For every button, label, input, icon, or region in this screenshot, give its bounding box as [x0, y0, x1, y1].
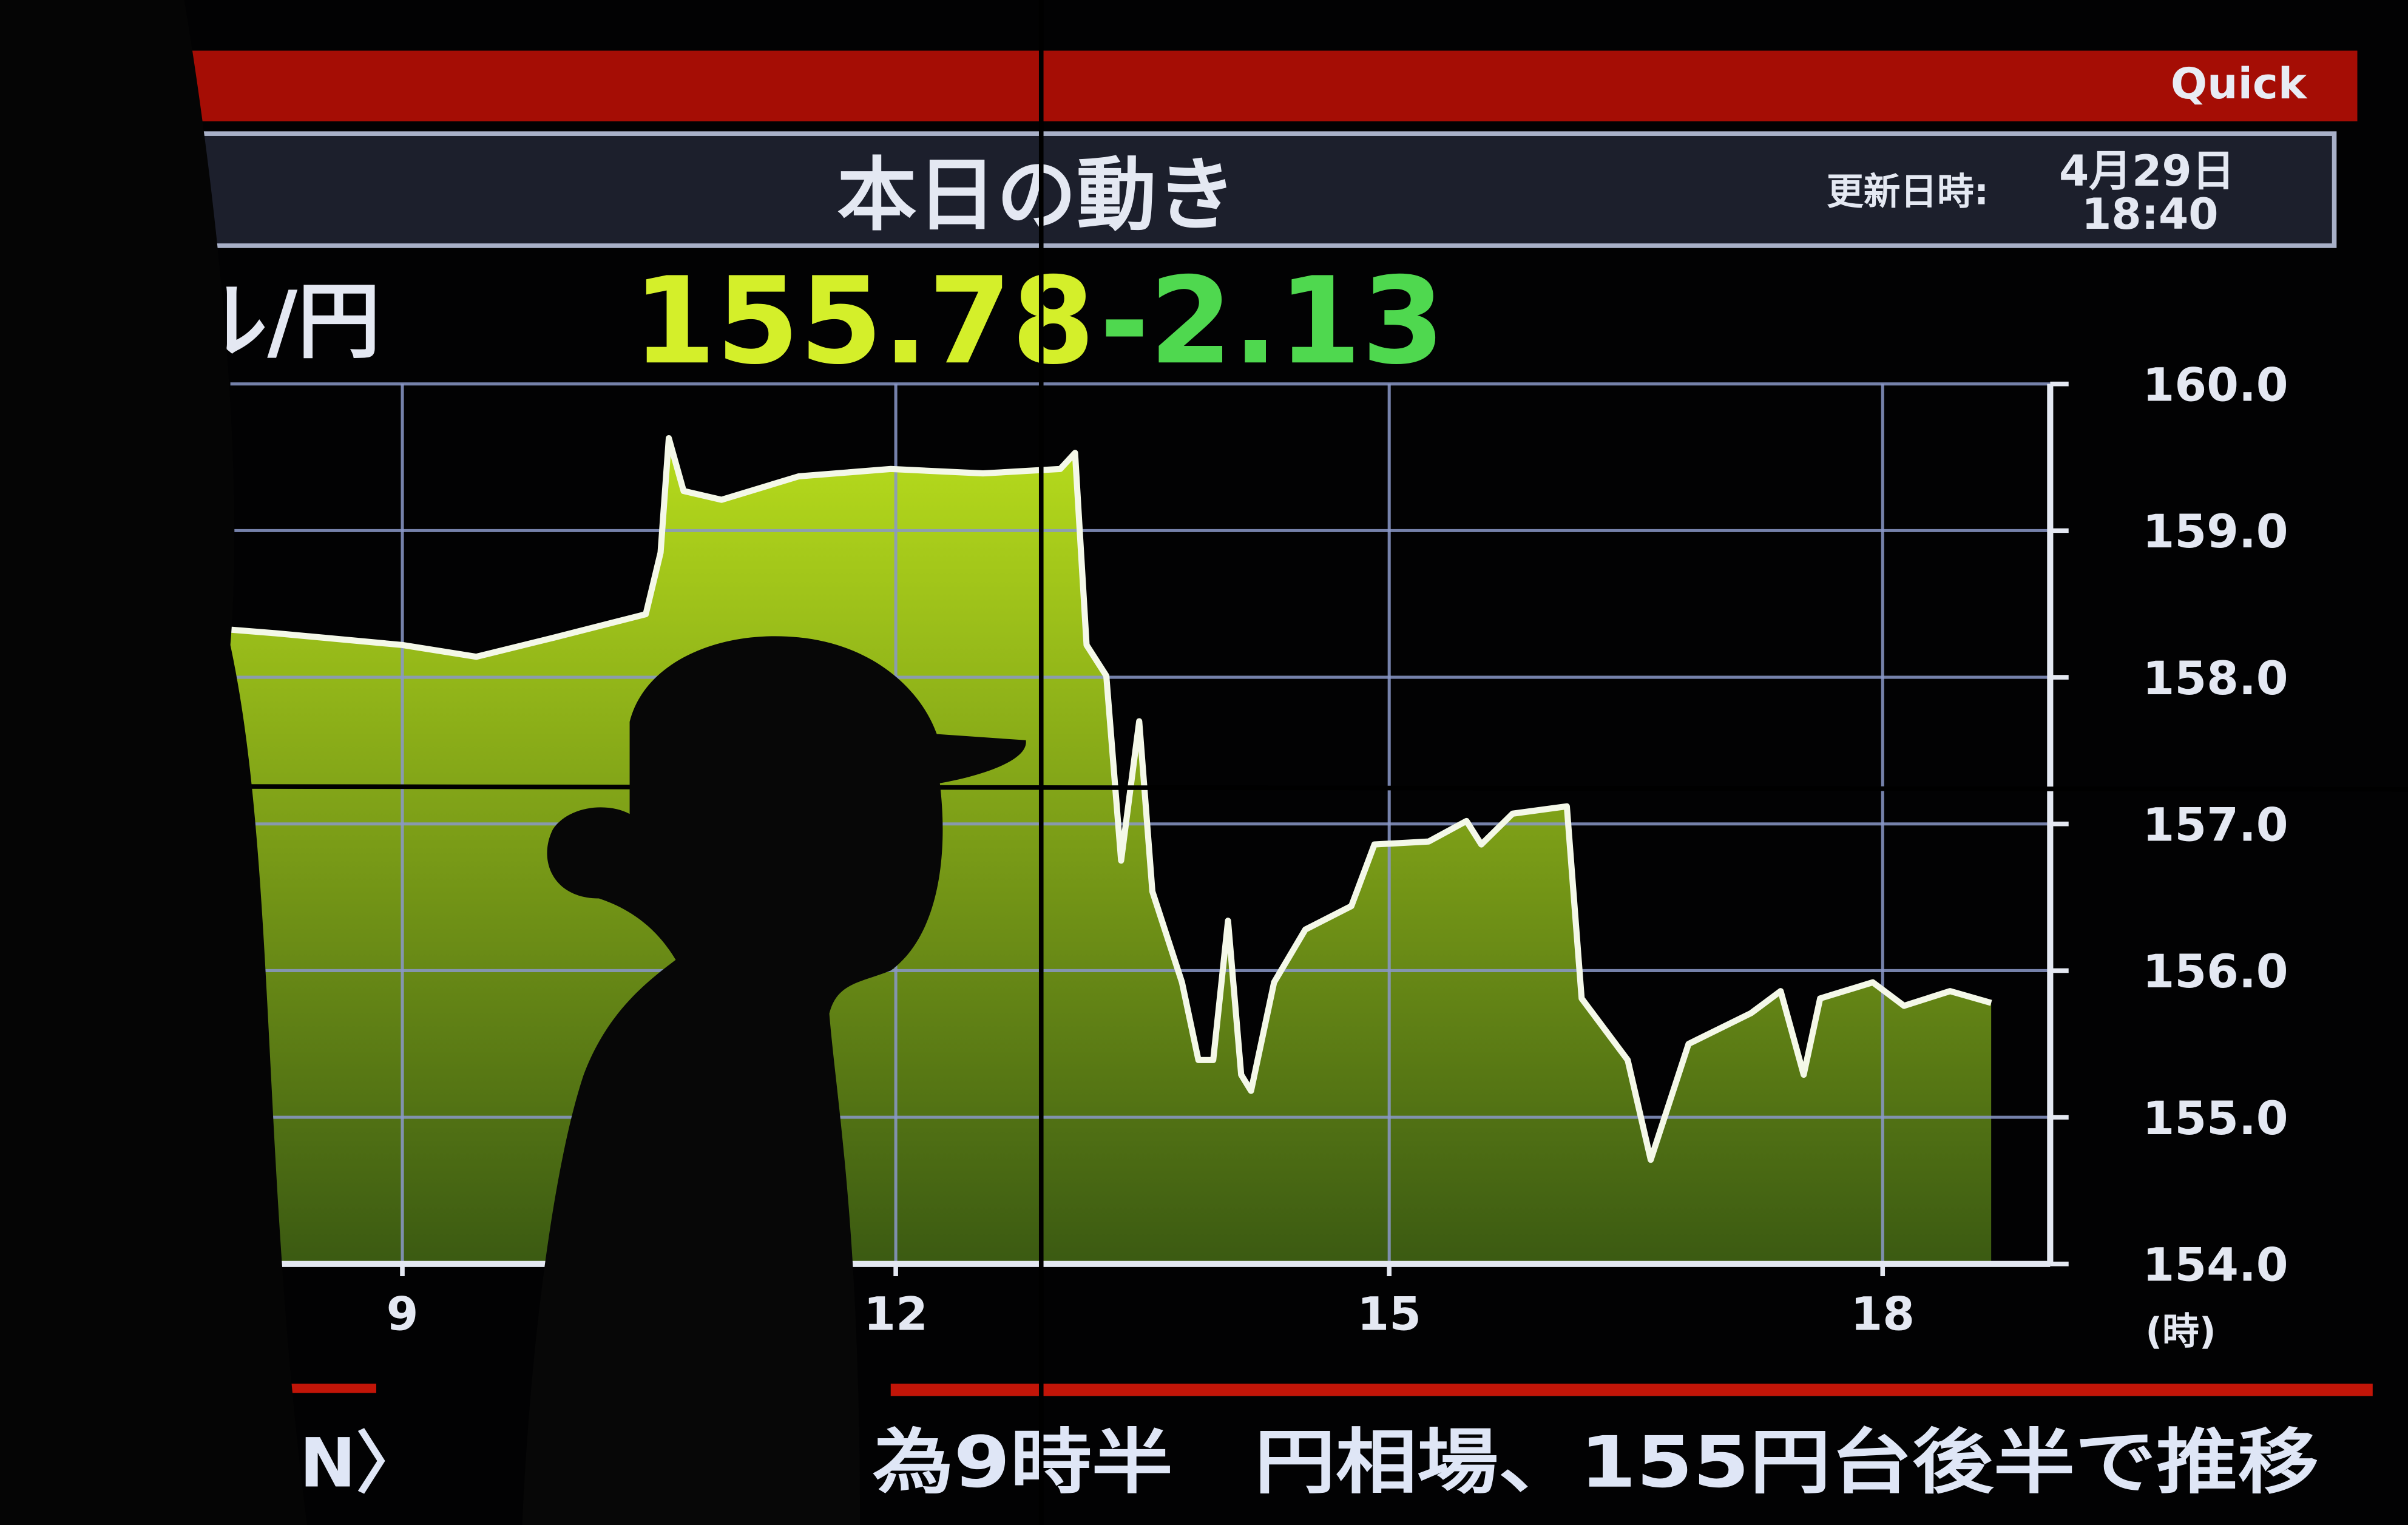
- data-point: [1152, 891, 1153, 892]
- x-axis-label: (時): [2145, 1310, 2216, 1353]
- y-tick-label: 158.0: [2143, 652, 2288, 705]
- chart: 160.0 159.0 158.0 157.0 156.0 155.0 154.0 9 12 15…: [66, 359, 2288, 1341]
- data-point: [1106, 675, 1107, 676]
- x-tick-label: 9: [387, 1288, 419, 1341]
- data-point: [660, 552, 661, 553]
- data-point: [1481, 844, 1482, 845]
- quick-logo: Quick: [2171, 58, 2308, 109]
- area-fill: [68, 438, 1992, 1264]
- y-tick-label: 156.0: [2143, 945, 2288, 998]
- data-point: [1581, 998, 1582, 999]
- data-point: [1212, 1060, 1214, 1061]
- panel-seam-horizontal: [107, 783, 2408, 792]
- updated-label: 更新日時:: [1827, 171, 1989, 214]
- ticker-left-fragment: N〉: [299, 1425, 424, 1503]
- ticker-red-line-left: [284, 1384, 376, 1393]
- top-red-banner: [123, 50, 2358, 121]
- y-tick-label: 157.0: [2143, 799, 2288, 852]
- y-tick-label: 155.0: [2143, 1092, 2288, 1145]
- y-tick-label: 154.0: [2143, 1239, 2288, 1292]
- x-tick-label: 12: [864, 1288, 928, 1341]
- data-point: [402, 644, 403, 646]
- updated-date: 4月29日: [2059, 146, 2235, 196]
- data-point: [1086, 644, 1087, 646]
- x-tick-label: 15: [1357, 1288, 1421, 1341]
- ticker-red-line: [890, 1384, 2373, 1396]
- ticker-headline: 為9時半 円相場、155円台後半で推移: [872, 1422, 2319, 1504]
- updated-time: 18:40: [2082, 189, 2219, 239]
- data-point: [982, 473, 984, 474]
- pedestrian-silhouette: [522, 636, 1026, 1525]
- price-change: -2.13: [1100, 251, 1445, 391]
- pedestrian-silhouette-left: [0, 0, 308, 1525]
- y-tick-label: 160.0: [2143, 359, 2288, 412]
- x-tick-label: 18: [1850, 1288, 1915, 1341]
- price-value: 155.78: [633, 251, 1095, 391]
- data-point: [683, 490, 684, 492]
- y-tick-label: 159.0: [2143, 505, 2288, 558]
- page-title: 本日の動き: [837, 149, 1236, 242]
- data-point: [1060, 468, 1061, 470]
- title-bar: [151, 131, 2337, 248]
- data-point: [1466, 820, 1467, 822]
- data-point: [1820, 998, 1821, 999]
- data-point: [1138, 721, 1140, 722]
- data-point: [1351, 905, 1352, 907]
- data-point: [1305, 929, 1306, 930]
